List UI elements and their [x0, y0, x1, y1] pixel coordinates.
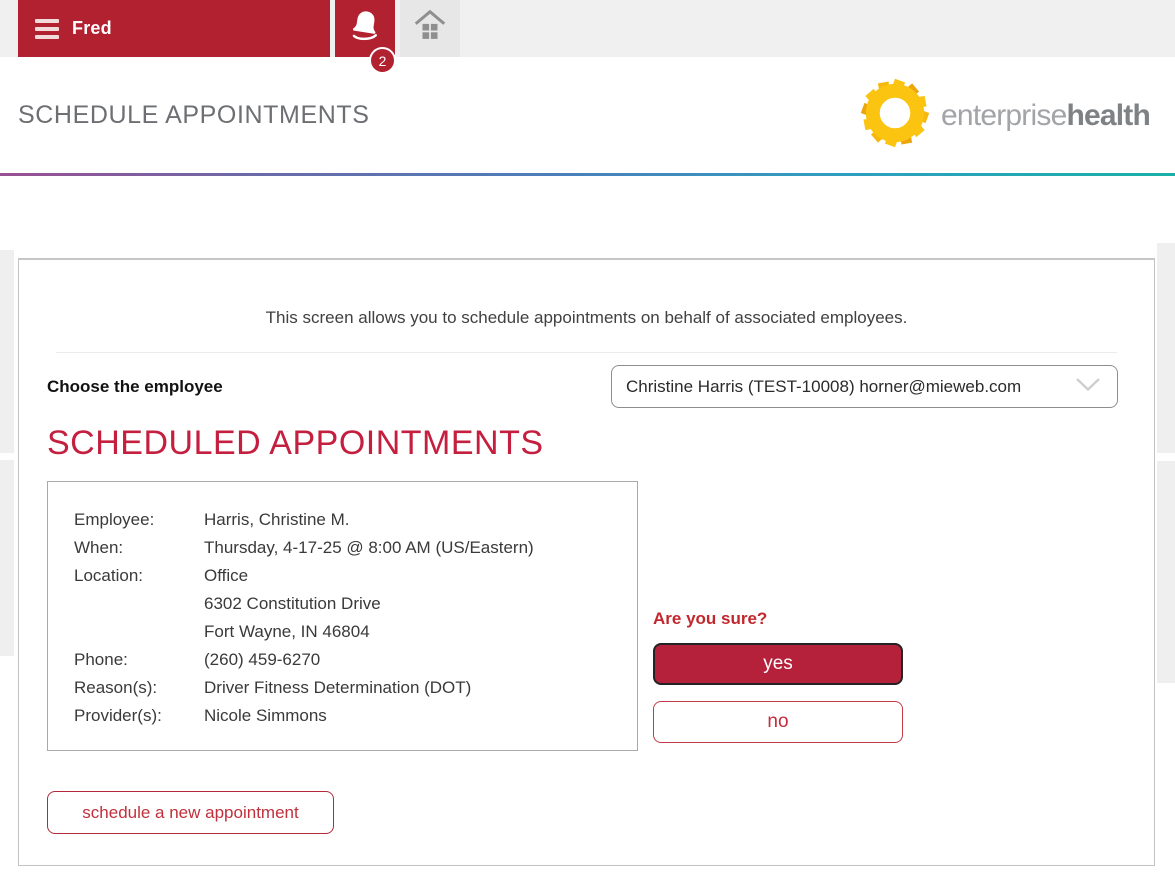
appointment-row: Employee: Harris, Christine M. When: Thu…	[47, 481, 1126, 751]
choose-employee-label: Choose the employee	[47, 376, 223, 396]
appointment-field-location: Location: Office 6302 Constitution Drive…	[74, 566, 381, 641]
background-strip	[0, 460, 14, 656]
employee-select[interactable]: Christine Harris (TEST-10008) horner@mie…	[611, 365, 1118, 408]
intro-text: This screen allows you to schedule appoi…	[265, 308, 908, 327]
notifications-button[interactable]	[335, 0, 395, 57]
appointment-field-phone: Phone: (260) 459-6270	[74, 650, 321, 669]
scheduled-appointments-title: SCHEDULED APPOINTMENTS	[47, 424, 544, 462]
top-bar: Fred 2	[0, 0, 1175, 74]
page-header: SCHEDULE APPOINTMENTS	[0, 57, 1175, 173]
schedule-card: This screen allows you to schedule appoi…	[18, 258, 1155, 866]
background-strip	[0, 250, 14, 453]
notification-badge: 2	[369, 47, 396, 74]
chevron-down-icon	[1075, 377, 1101, 397]
home-button[interactable]	[400, 0, 460, 57]
choose-employee-row: Choose the employee Christine Harris (TE…	[47, 365, 1118, 408]
appointment-details-box: Employee: Harris, Christine M. When: Thu…	[47, 481, 638, 751]
confirm-column: Are you sure? yes no	[653, 481, 903, 751]
logo-text-enterprise: enterprise	[941, 98, 1067, 132]
intro-divider	[56, 352, 1117, 353]
employee-select-value: Christine Harris (TEST-10008) horner@mie…	[626, 376, 1022, 396]
appointment-field-when: When: Thursday, 4-17-25 @ 8:00 AM (US/Ea…	[74, 538, 534, 557]
user-menu-button[interactable]: Fred	[18, 0, 330, 57]
logo-wordmark: enterprisehealth	[941, 98, 1151, 133]
sunburst-icon	[858, 76, 932, 155]
page-title: SCHEDULE APPOINTMENTS	[18, 101, 370, 129]
background-strip	[1157, 461, 1175, 683]
appointment-field-reasons: Reason(s): Driver Fitness Determination …	[74, 678, 472, 697]
no-button[interactable]: no	[653, 701, 903, 743]
user-name: Fred	[72, 18, 112, 38]
yes-button[interactable]: yes	[653, 643, 903, 685]
background-strip	[1157, 243, 1175, 453]
gradient-divider	[0, 173, 1175, 176]
hamburger-menu-icon[interactable]	[35, 18, 59, 39]
bell-icon	[347, 8, 383, 49]
logo-text-health: health	[1066, 98, 1150, 132]
enterprise-health-logo: enterprisehealth	[858, 76, 1151, 155]
appointment-field-employee: Employee: Harris, Christine M.	[74, 510, 350, 529]
appointment-field-providers: Provider(s): Nicole Simmons	[74, 706, 327, 725]
content-area: This screen allows you to schedule appoi…	[0, 176, 1175, 875]
home-icon	[412, 8, 448, 49]
are-you-sure-label: Are you sure?	[653, 609, 768, 628]
schedule-new-appointment-button[interactable]: schedule a new appointment	[47, 791, 334, 834]
